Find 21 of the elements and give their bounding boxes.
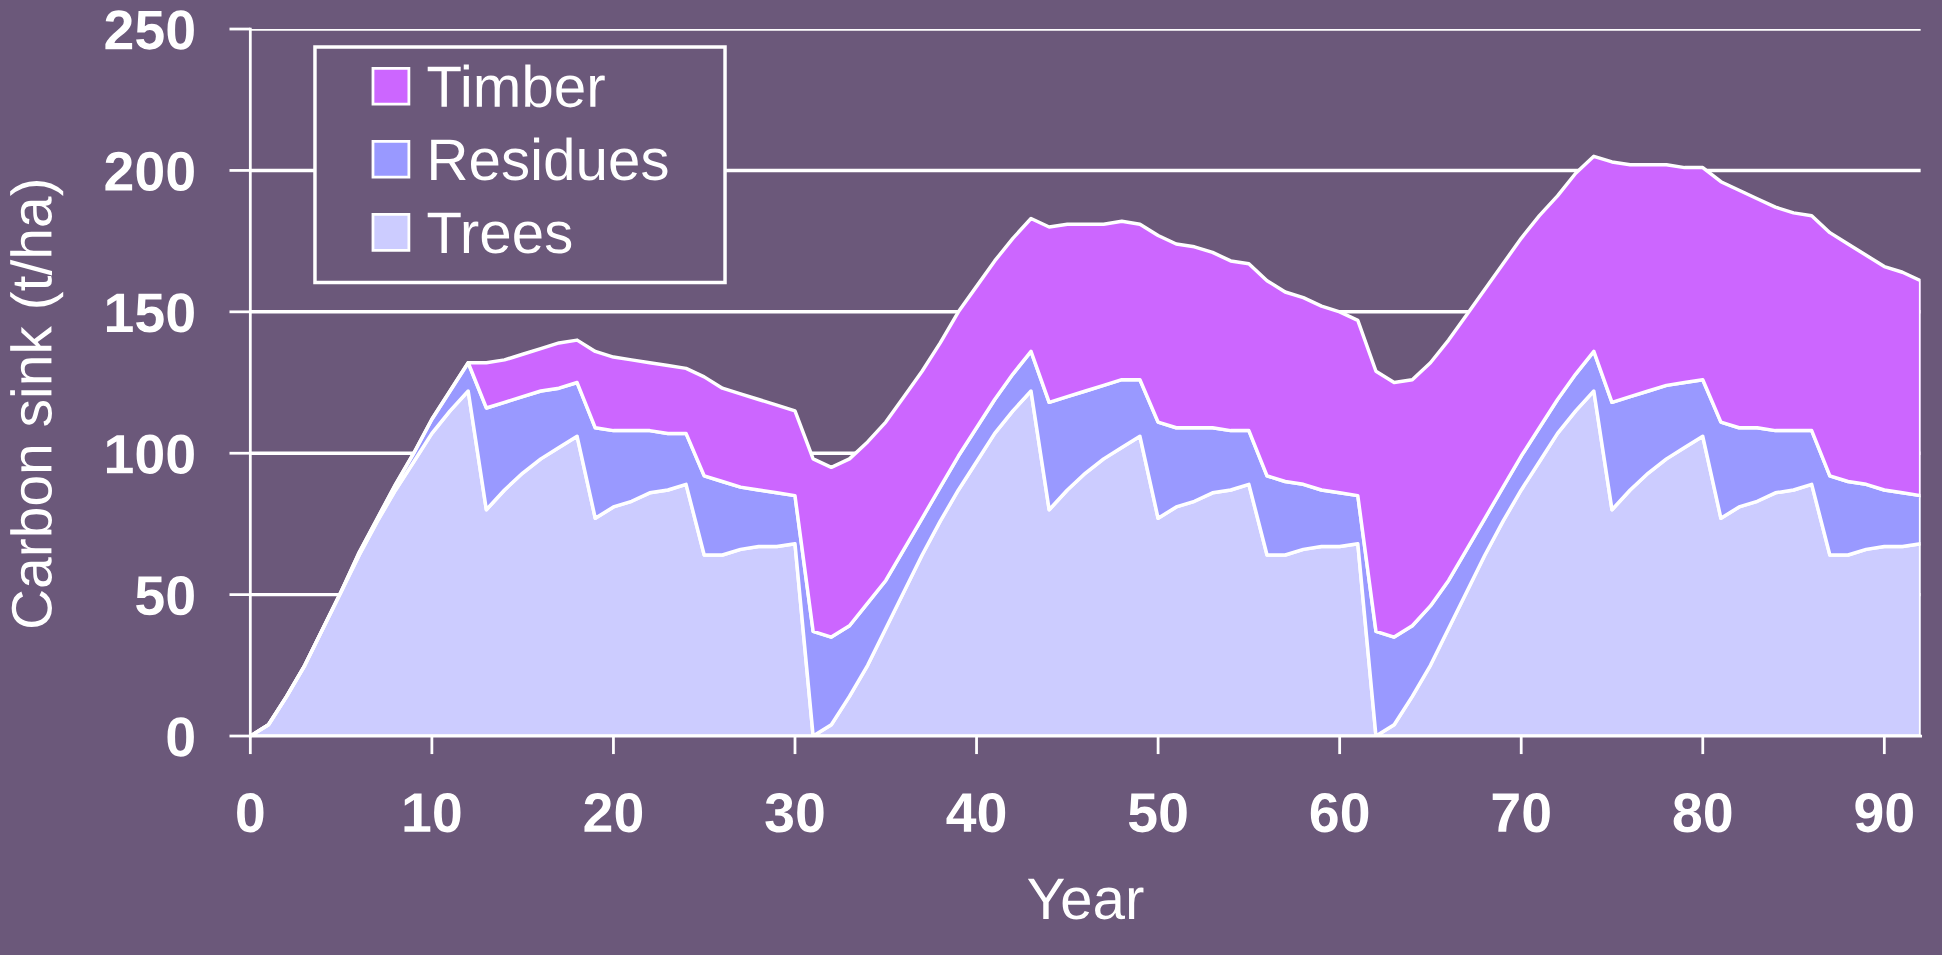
legend-label: Residues <box>431 137 668 181</box>
y-tick-label: 100 <box>106 434 194 474</box>
x-tick-label: 30 <box>765 793 824 833</box>
x-tick-label: 60 <box>1310 793 1369 833</box>
x-tick-label: 0 <box>237 793 264 833</box>
x-axis-title: Year <box>1027 878 1144 920</box>
x-tick-label: 80 <box>1673 793 1732 833</box>
y-tick-label: 250 <box>105 10 194 50</box>
x-tick-label: 20 <box>584 793 643 833</box>
x-tick-label: 90 <box>1855 793 1913 833</box>
y-tick-label: 200 <box>105 151 194 192</box>
y-tick-label: 0 <box>167 717 194 757</box>
x-tick-label: 40 <box>946 793 1006 833</box>
legend-label: Trees <box>427 212 572 254</box>
x-tick-label: 10 <box>404 793 461 833</box>
x-tick-label: 50 <box>1128 793 1187 833</box>
y-tick-label: 50 <box>136 575 194 616</box>
y-axis-title: Carbon sink (t/ha) <box>10 180 64 628</box>
legend-label: Timber <box>427 64 605 108</box>
x-tick-label: 70 <box>1492 793 1550 833</box>
y-tick-label: 150 <box>106 293 194 333</box>
